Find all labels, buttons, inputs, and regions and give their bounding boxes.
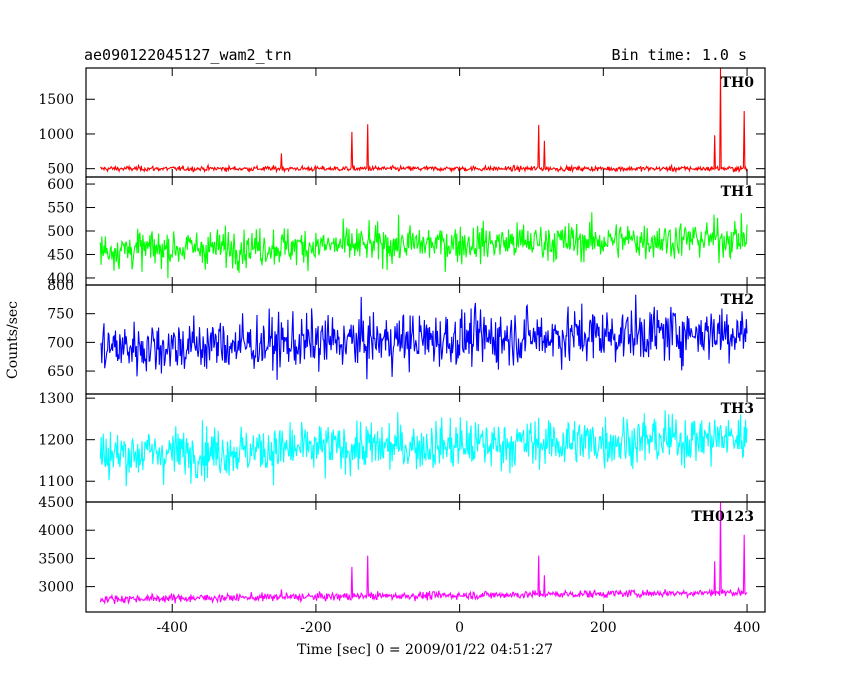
chart-title: ae090122045127_wam2_trn xyxy=(84,46,292,64)
y-tick-label: 1200 xyxy=(38,433,74,449)
panel-th1: 400 450 500 550 600 TH1 xyxy=(47,176,766,287)
y-tick-label: 400 xyxy=(47,271,74,287)
x-tick-label: -400 xyxy=(156,620,187,636)
series-line-th1 xyxy=(99,212,748,279)
y-tick-label: 500 xyxy=(47,162,74,178)
y-tick-label: 3500 xyxy=(38,551,74,567)
y-tick-label: 800 xyxy=(47,278,74,294)
y-tick-label: 4500 xyxy=(38,495,74,511)
series-name-label: TH1 xyxy=(721,184,754,200)
panels-group: 500 1000 1500 TH0 400 450 500 550 600 TH1 650 700 75… xyxy=(38,67,766,636)
series-name-label: TH3 xyxy=(721,401,754,417)
series-name-label: TH2 xyxy=(721,292,754,308)
panel-frame xyxy=(85,501,766,613)
y-tick-label: 1100 xyxy=(38,474,74,490)
y-tick-label: 1300 xyxy=(38,391,74,407)
y-tick-label: 3000 xyxy=(38,580,74,596)
x-axis-label: Time [sec] 0 = 2009/01/22 04:51:27 xyxy=(297,642,553,658)
series-line-th3 xyxy=(99,410,748,487)
series-line-th0 xyxy=(100,67,748,174)
panel-frame xyxy=(85,67,766,178)
x-tick-label: 400 xyxy=(734,620,761,636)
panel-th0: 500 1000 1500 TH0 xyxy=(38,67,766,178)
y-tick-label: 1500 xyxy=(38,92,74,108)
y-axis-label: Counts/sec xyxy=(5,301,21,379)
x-tick-label: 200 xyxy=(590,620,617,636)
y-tick-label: 750 xyxy=(47,307,74,323)
y-tick-label: 700 xyxy=(47,335,74,351)
series-line-th0123 xyxy=(99,501,748,605)
series-line-th2 xyxy=(99,294,748,380)
series-name-label: TH0 xyxy=(721,75,755,91)
x-tick-label: 0 xyxy=(455,620,464,636)
y-tick-label: 500 xyxy=(47,224,74,240)
y-tick-label: 1000 xyxy=(38,127,74,143)
series-name-label: TH0123 xyxy=(691,509,754,525)
panel-th2: 650 700 750 800 TH2 xyxy=(47,278,766,395)
panel-frame xyxy=(85,176,766,286)
y-tick-label: 650 xyxy=(47,364,74,380)
y-tick-label: 550 xyxy=(47,201,74,217)
panel-th0123: 3000 3500 4000 4500 TH0123 xyxy=(38,495,766,613)
y-tick-label: 4000 xyxy=(38,523,74,539)
y-tick-label: 450 xyxy=(47,247,74,263)
y-tick-label: 600 xyxy=(47,177,74,193)
x-tick-label: -200 xyxy=(300,620,331,636)
panel-th3: 1100 1200 1300 TH3 xyxy=(38,391,766,503)
bin-time-label: Bin time: 1.0 s xyxy=(612,46,747,64)
